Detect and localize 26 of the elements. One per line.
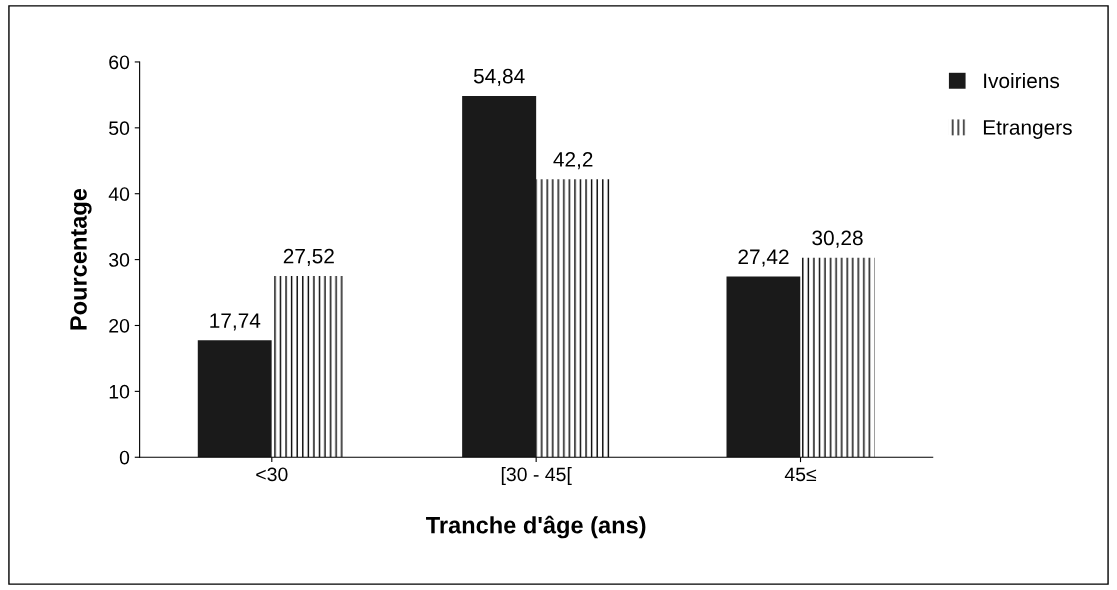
- y-tick-label: 20: [109, 318, 130, 333]
- data-label: 27,52: [283, 248, 334, 266]
- y-tick-label: 30: [109, 253, 130, 267]
- legend-label: Etrangers: [983, 120, 1072, 139]
- data-label: 27,42: [738, 249, 789, 267]
- data-label: 54,84: [473, 68, 525, 86]
- y-tick-label: 60: [109, 55, 130, 70]
- x-axis-title: Tranche d'âge (ans): [426, 515, 646, 539]
- bar: [800, 257, 875, 458]
- legend-label: Ivoiriens: [984, 72, 1060, 89]
- data-label: 17,74: [210, 313, 261, 331]
- x-tick-label: [30 - 45[: [501, 466, 572, 486]
- x-tick-label: 45≤: [784, 467, 817, 482]
- y-tick-label: 50: [109, 121, 130, 136]
- data-label: 30,28: [812, 230, 863, 248]
- y-tick-label: 0: [119, 450, 130, 465]
- bar: [197, 340, 272, 458]
- y-axis-title: Pourcentage: [70, 188, 92, 330]
- bar: [271, 275, 346, 458]
- bar: [726, 276, 801, 458]
- y-tick-label: 10: [109, 384, 130, 399]
- y-tick-label: 40: [108, 187, 130, 201]
- bar: [536, 179, 611, 458]
- data-label: 42,2: [553, 152, 593, 170]
- bar: [462, 95, 537, 458]
- x-tick-label: <30: [256, 467, 288, 482]
